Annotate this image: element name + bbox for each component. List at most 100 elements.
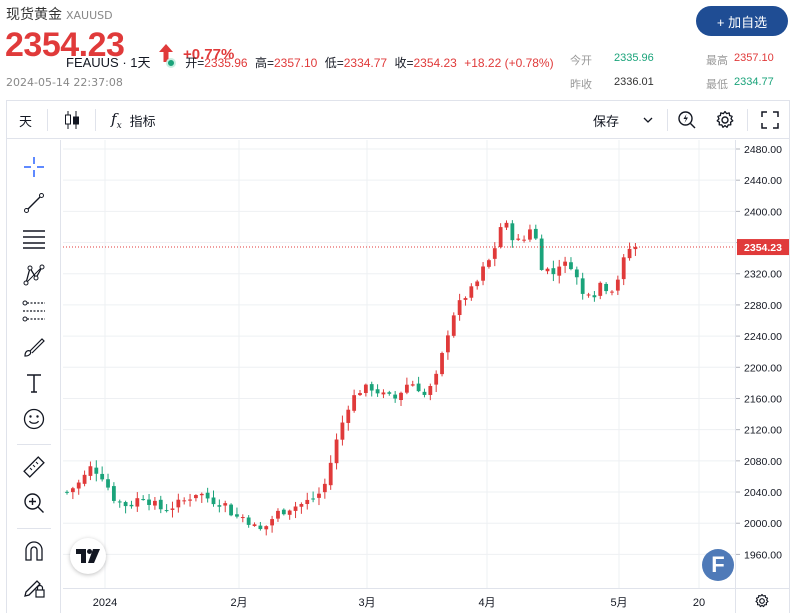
ruler-icon [23,456,45,478]
x-tick-label: 3月 [358,597,375,609]
candle-body [211,497,216,505]
candle-body [498,227,503,248]
candle-body [276,510,280,519]
brush-tool[interactable] [21,334,47,360]
candle-body [369,384,374,391]
candle-body [551,268,556,275]
candle-body [381,392,386,395]
ruler-tool[interactable] [21,454,47,480]
legend-high: 2357.10 [273,56,318,70]
tv-logo-icon [76,549,100,563]
candle-body [88,466,93,476]
candle-body [305,499,310,505]
quote-header: 现货黄金 XAUUSD 2354.23 +0.77% 2024-05-14 22:… [0,0,796,100]
candle-body [246,517,251,525]
x-tick-label: 4月 [478,597,495,609]
candle-body [223,503,228,506]
save-button[interactable]: 保存 [593,101,653,139]
legend-title: FEAUUS · 1天 [66,55,151,70]
pattern-tool[interactable] [21,262,47,288]
candle-body [633,247,638,250]
candle-body [287,510,292,515]
candle-body [399,392,403,401]
candle-body [410,384,415,386]
last-price-tag [737,239,789,256]
candle-body [387,392,392,394]
candle-body [270,519,274,526]
brush-icon [24,338,45,357]
candle-body [598,282,603,296]
text-icon [27,374,41,393]
tradingview-logo[interactable] [70,538,106,574]
trendline-tool[interactable] [21,190,47,216]
fullscreen-button[interactable] [761,101,779,139]
candle-body [574,269,579,278]
last-price-label: 2354.23 [744,242,782,254]
candle-body [586,294,591,296]
magnet-tool[interactable] [21,538,47,564]
candle-body [111,486,116,501]
trendline-icon [24,193,44,213]
interval-button[interactable]: 天 [19,114,33,130]
candle-body [346,409,351,423]
legend-low: 2334.77 [343,56,388,70]
axis-settings-corner[interactable] [735,588,789,613]
y-tick-label: 2320.00 [744,269,782,281]
candle-body [416,383,421,392]
candle-body [235,514,239,517]
candle-body [141,499,146,501]
candle-body [328,462,333,486]
change-percent: +0.77% [183,46,235,63]
brand-logo: F [702,549,734,581]
brand-logo-letter: F [711,552,725,577]
candle-body [258,525,263,530]
price-chart[interactable] [63,140,735,588]
y-tick-label: 2280.00 [744,300,782,312]
gear-icon [755,593,769,608]
forecast-tool[interactable] [21,298,47,324]
candle-body [317,493,321,498]
candle-body [164,510,169,512]
candle-body [158,499,163,510]
text-tool[interactable] [21,370,47,396]
add-watchlist-button[interactable]: + 加自选 [696,6,788,36]
candle-body [375,389,380,394]
candle-body [70,488,75,493]
candle-body [94,467,99,474]
candle-body [463,298,468,300]
pencil-lock-icon [24,580,45,598]
chart-widget: 天 fx 指标 保存 [6,100,790,613]
crosshair-tool[interactable] [21,154,47,180]
y-tick-label: 2440.00 [744,175,782,187]
lock-drawings-tool[interactable] [21,574,47,600]
zoom-tool[interactable] [21,490,47,516]
market-status-dot [165,58,176,68]
quick-search-button[interactable] [677,101,697,139]
candle-body [457,300,462,316]
magnet-icon [25,541,43,561]
indicators-button[interactable]: fx 指标 [111,101,156,139]
price-axis[interactable]: 2480.002440.002400.002360.002320.002280.… [735,140,789,588]
candle-body [533,228,538,239]
time-axis[interactable]: 2024 2月 3月 4月 5月 20 [63,588,735,613]
x-tick-label: 20 [693,597,705,609]
fib-tool[interactable] [21,226,47,252]
chevron-down-icon [643,117,653,123]
settings-button[interactable] [715,101,735,139]
candle-body [340,422,345,440]
fx-icon: fx [111,109,122,131]
candle-body [358,393,362,396]
candle-style-button[interactable] [63,101,81,139]
y-tick-label: 2040.00 [744,487,782,499]
candle-body [451,315,456,336]
emoji-tool[interactable] [21,406,47,432]
y-tick-label: 2400.00 [744,206,782,218]
candle-body [545,268,550,272]
candle-body [363,384,368,394]
candle-body [510,223,515,241]
chart-toolbar: 天 fx 指标 保存 [7,101,789,139]
candle-body [170,508,175,510]
candle-body [627,248,632,259]
candle-body [123,502,128,507]
candle-body [147,499,151,505]
